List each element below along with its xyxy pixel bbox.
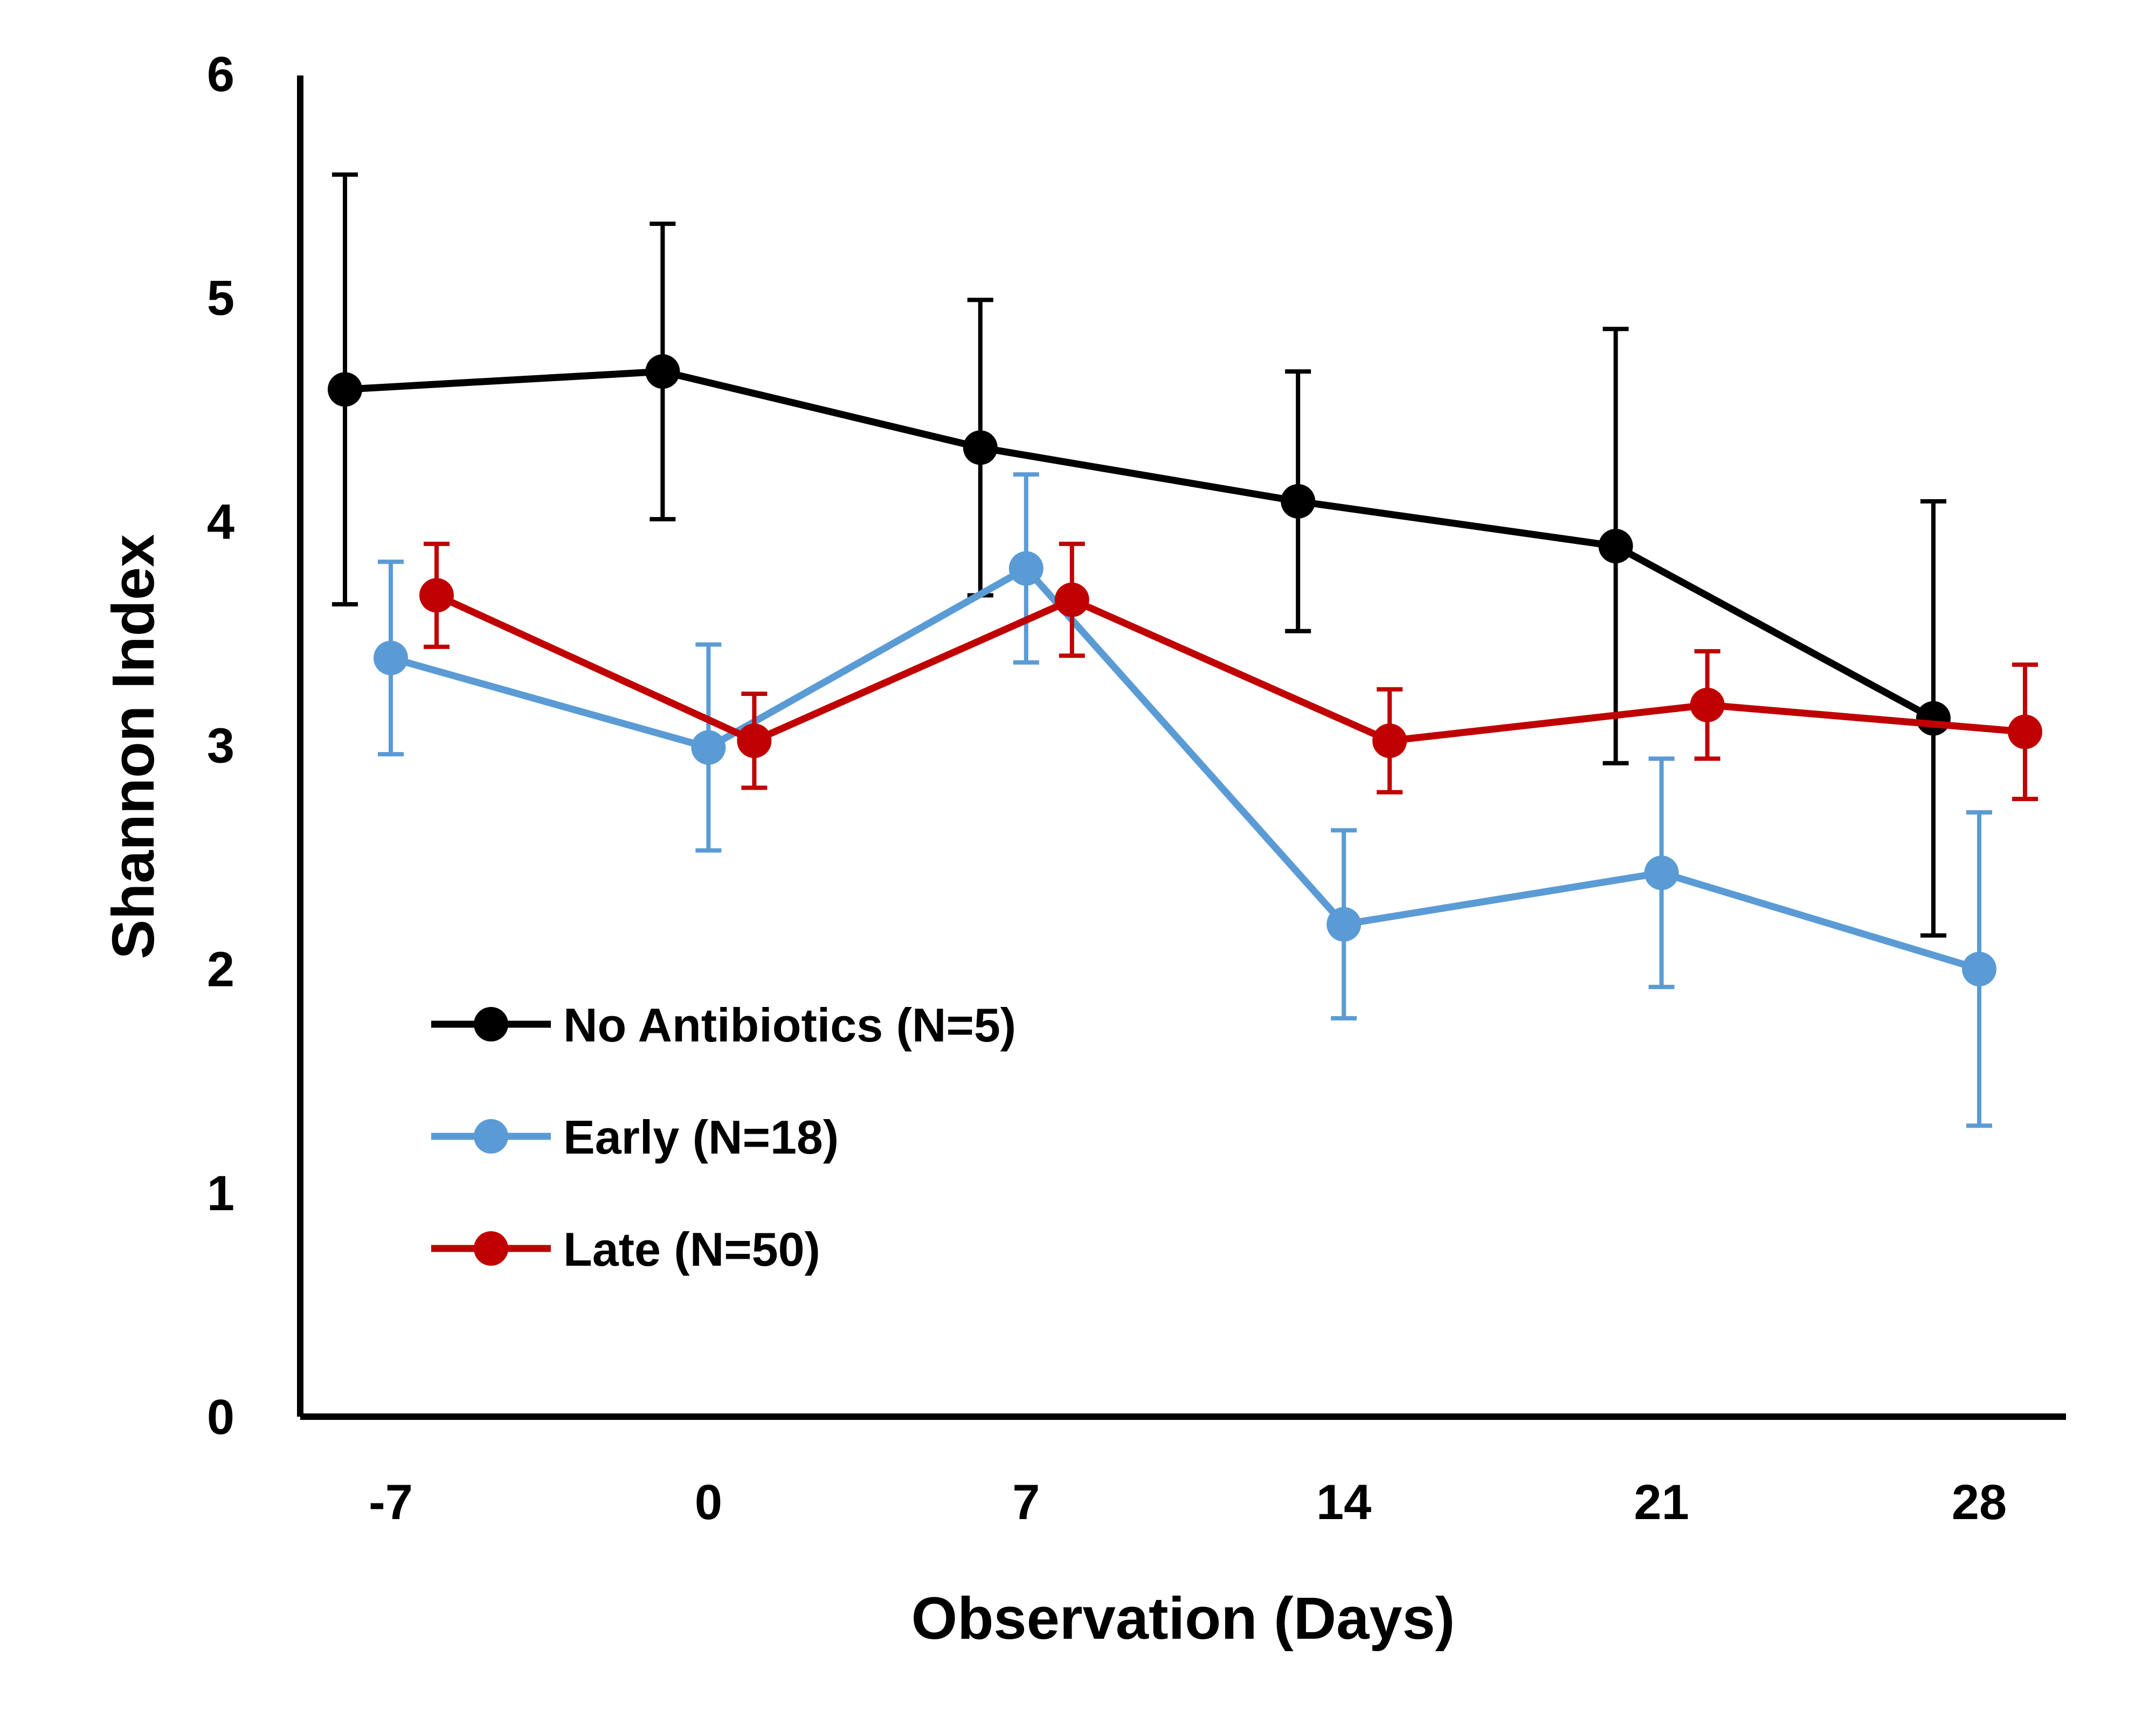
legend-marker [474,1007,508,1041]
legend-label: No Antibiotics (N=5) [563,998,1016,1052]
data-point [1690,687,1725,722]
y-tick-label: 1 [207,1166,234,1221]
legend-label: Late (N=50) [563,1223,820,1276]
data-point [1962,951,1996,986]
x-tick-label: 14 [1316,1475,1371,1530]
x-axis-title: Observation (Days) [911,1585,1455,1652]
y-tick-label: 0 [207,1390,234,1445]
legend-label: Early (N=18) [563,1110,839,1164]
x-tick-label: 0 [695,1475,722,1530]
y-tick-label: 2 [207,942,234,997]
data-point [1372,723,1407,758]
data-point [1008,551,1044,586]
legend-item: No Antibiotics (N=5) [431,998,1016,1052]
data-point [1916,701,1951,736]
data-point [1644,855,1679,891]
series-2 [419,541,2042,802]
data-point [1281,484,1316,519]
series-layer [328,172,2042,1128]
data-point [374,640,408,675]
legend-marker [474,1231,508,1266]
x-tick-label: 28 [1952,1475,2007,1530]
x-tick-label: 7 [1012,1475,1040,1530]
data-point [2008,714,2042,749]
data-point [691,730,726,765]
legend-item: Early (N=18) [431,1110,839,1164]
data-point [419,578,454,613]
x-tick-label: -7 [369,1475,413,1530]
y-tick-label: 3 [207,719,234,774]
data-point [645,354,680,389]
y-tick-label: 5 [207,271,234,326]
series-line [344,368,1936,722]
data-point [1598,529,1633,564]
y-tick-label: 6 [207,47,234,102]
legend: No Antibiotics (N=5) Early (N=18) Late (N=… [431,998,1016,1276]
tick-labels: 0 1 2 3 4 5 6 -7 0 7 14 21 28 [207,47,2007,1530]
legend-item: Late (N=50) [431,1223,820,1276]
series-line [435,592,2026,744]
y-tick-label: 4 [207,494,234,549]
data-point [1054,582,1089,617]
axes [297,75,2066,1420]
data-point [328,372,362,407]
series-1 [374,472,1996,1128]
y-axis-title: Shannon Index [100,534,167,959]
x-tick-label: 21 [1634,1475,1689,1530]
legend-marker [474,1119,508,1154]
series-line [390,565,1980,972]
data-point [1326,907,1362,942]
series-0 [328,172,1951,938]
data-point [963,430,998,465]
data-point [737,723,772,758]
